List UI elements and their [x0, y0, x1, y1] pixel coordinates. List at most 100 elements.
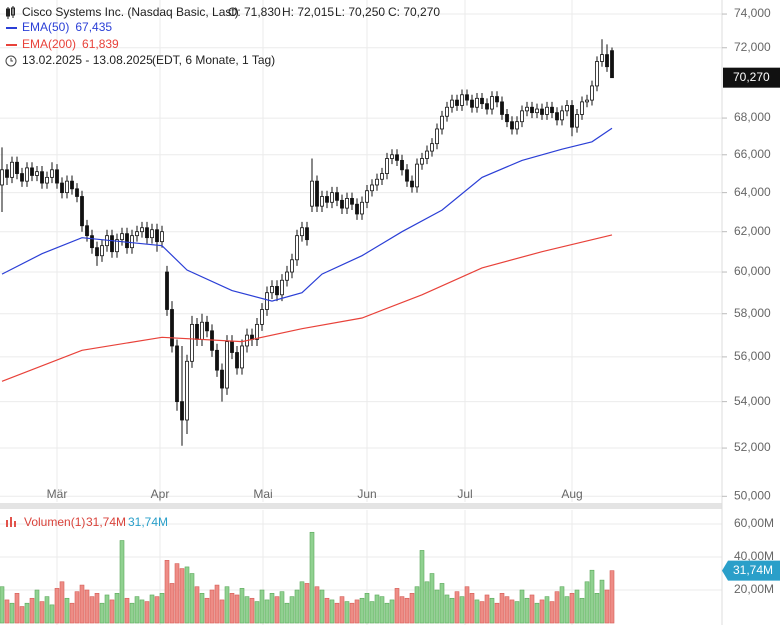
candle-body: [320, 196, 324, 207]
candle-body: [110, 235, 114, 253]
legend-value: 61,839: [82, 37, 119, 51]
y-tick-label: 64,000: [734, 185, 771, 199]
volume-bar: [474, 599, 480, 624]
candle-body: [490, 96, 494, 110]
candle-body: [305, 227, 309, 241]
candle-body: [295, 235, 299, 261]
volume-bar: [244, 596, 250, 624]
volume-bar: [44, 596, 50, 624]
volume-bar: [274, 596, 280, 624]
grid: [0, 0, 722, 625]
volume-bar: [429, 573, 435, 624]
candle-body: [195, 323, 199, 340]
volume-bar: [179, 568, 185, 624]
candle-body: [345, 198, 349, 209]
candle-body: [575, 114, 579, 128]
candle-body: [480, 97, 484, 105]
candle-body: [235, 352, 239, 369]
volume-bar: [144, 601, 150, 624]
candle-body: [120, 233, 124, 241]
volume-bar: [354, 599, 360, 624]
volume-bar: [464, 586, 470, 624]
candle-body: [135, 231, 139, 237]
volume-bar: [609, 570, 615, 624]
volume-bar: [124, 597, 130, 624]
y-tick-label: 60,00M: [734, 516, 774, 530]
volume-bar: [389, 599, 395, 624]
ohlc-label: L: 70,250: [335, 5, 385, 19]
candle-body: [385, 158, 389, 174]
candle-body: [170, 309, 174, 347]
candle-body: [90, 235, 94, 249]
clock-icon: [5, 55, 17, 67]
volume-bar: [569, 593, 575, 624]
y-tick-label: 68,000: [734, 110, 771, 124]
volume-tag: [722, 560, 780, 581]
volume-bar: [594, 593, 600, 624]
candle-body: [455, 99, 459, 106]
candle-body: [550, 106, 554, 114]
volume-bar: [209, 589, 215, 624]
candle-body: [520, 110, 524, 123]
legend-label: EMA(200): [22, 37, 76, 51]
volume-bar: [544, 596, 550, 624]
candle-body: [265, 292, 269, 310]
range-note: (EDT, 6 Monate, 1 Tag): [152, 53, 275, 67]
candle-body: [555, 112, 559, 121]
candle-body: [150, 229, 154, 239]
y-tick-label: 56,000: [734, 349, 771, 363]
y-tick-label: 58,000: [734, 306, 771, 320]
volume-bar: [449, 597, 455, 624]
volume-legend-value: 31,74M: [128, 515, 168, 529]
candle-body: [165, 271, 169, 310]
volume-bar: [69, 602, 75, 624]
volume-bar: [259, 589, 265, 624]
volume-bar: [64, 597, 70, 624]
volume-bar: [524, 597, 530, 624]
candle-body: [465, 94, 469, 101]
volume-bar: [469, 593, 475, 624]
candle-body: [370, 184, 374, 192]
candle-body: [240, 345, 244, 369]
volume-bar: [34, 589, 40, 624]
volume-bar: [549, 601, 555, 624]
candle-body: [205, 321, 209, 332]
candle-body: [460, 94, 464, 106]
volume-bar: [14, 593, 20, 624]
y-tick-label: 74,000: [734, 6, 771, 20]
candle-body: [225, 341, 229, 389]
volume-bar: [239, 588, 245, 624]
candle-body: [95, 247, 99, 257]
candle-body: [200, 321, 204, 340]
candle-body: [610, 50, 614, 79]
volume-bar: [584, 581, 590, 624]
volume-bar: [409, 593, 415, 624]
volume-bar: [489, 597, 495, 624]
candle-body: [380, 173, 384, 180]
volume-bar: [319, 589, 325, 624]
volume-bar: [599, 579, 605, 624]
candle-body: [60, 182, 64, 194]
candle-body: [565, 105, 569, 112]
volume-bar: [364, 593, 370, 624]
candle-body: [160, 231, 164, 243]
volume-bar: [439, 583, 445, 624]
volume-bar: [484, 594, 490, 624]
candle-body: [0, 169, 4, 186]
volume-bar: [104, 594, 110, 624]
volume-bar: [299, 581, 305, 624]
ohlc-label: O: 71,830: [228, 5, 281, 19]
y-tick-label: 40,00M: [734, 549, 774, 563]
candle-body: [500, 101, 504, 115]
candle-body: [515, 121, 519, 130]
volume-bar: [204, 597, 210, 624]
volume-bar: [184, 566, 190, 624]
candle-body: [55, 169, 59, 184]
volume-bar: [519, 589, 525, 624]
candle-body: [75, 188, 79, 197]
volume-bar: [404, 597, 410, 624]
candle-body: [410, 180, 414, 188]
candle-body: [145, 227, 149, 239]
volume-bar: [89, 596, 95, 624]
volume-bar: [49, 604, 55, 624]
